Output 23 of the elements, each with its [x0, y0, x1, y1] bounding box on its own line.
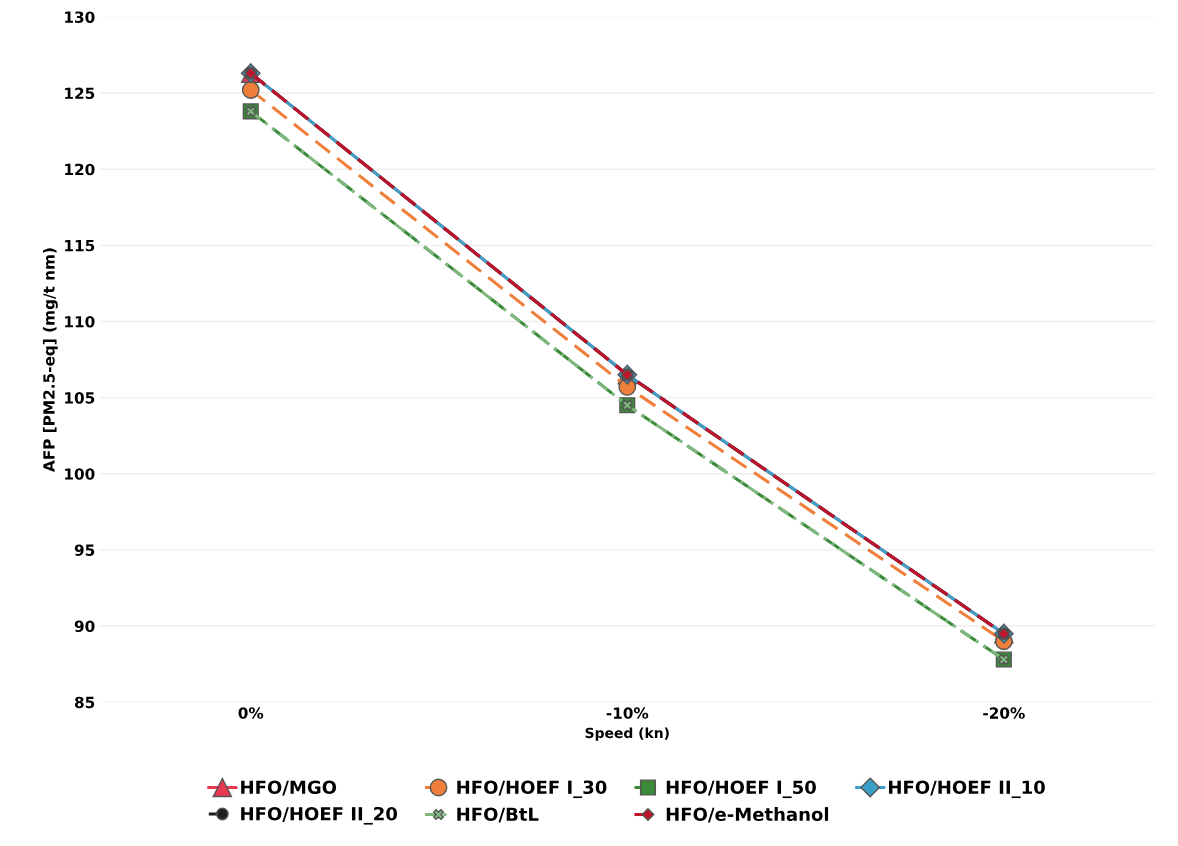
- x-tick-label: -10%: [606, 707, 649, 719]
- x-axis-title: Speed (kn): [585, 727, 669, 741]
- y-tick-label: 120: [65, 163, 95, 176]
- y-tick-label: 125: [65, 87, 95, 100]
- y-tick-label: 110: [65, 315, 95, 328]
- y-tick-label: 95: [74, 544, 95, 556]
- x-tick-label: -20%: [983, 707, 1025, 719]
- legend-label: HFO/MGO: [241, 780, 337, 796]
- legend-label: HFO/HOEF I_30: [457, 780, 607, 799]
- y-tick-label: 130: [65, 11, 95, 23]
- y-tick-label: 85: [74, 696, 95, 709]
- y-tick-label: 105: [65, 392, 95, 404]
- x-tick-label: 0%: [238, 707, 264, 719]
- y-tick-label: 100: [65, 468, 95, 480]
- legend-label: HFO/HOEF II_20: [241, 806, 398, 825]
- legend-label: HFO/HOEF II_10: [889, 780, 1045, 799]
- point: [241, 81, 260, 99]
- legend-label: HFO/HOEF I_50: [666, 780, 816, 799]
- legend-label: HFO/BtL: [457, 807, 539, 823]
- legend-label: HFO/e-Methanol: [666, 807, 829, 823]
- y-tick-label: 115: [65, 240, 95, 252]
- y-axis-title: AFP [PM2.5-eq] (mg/t nm): [42, 248, 58, 472]
- y-tick-label: 90: [74, 620, 95, 633]
